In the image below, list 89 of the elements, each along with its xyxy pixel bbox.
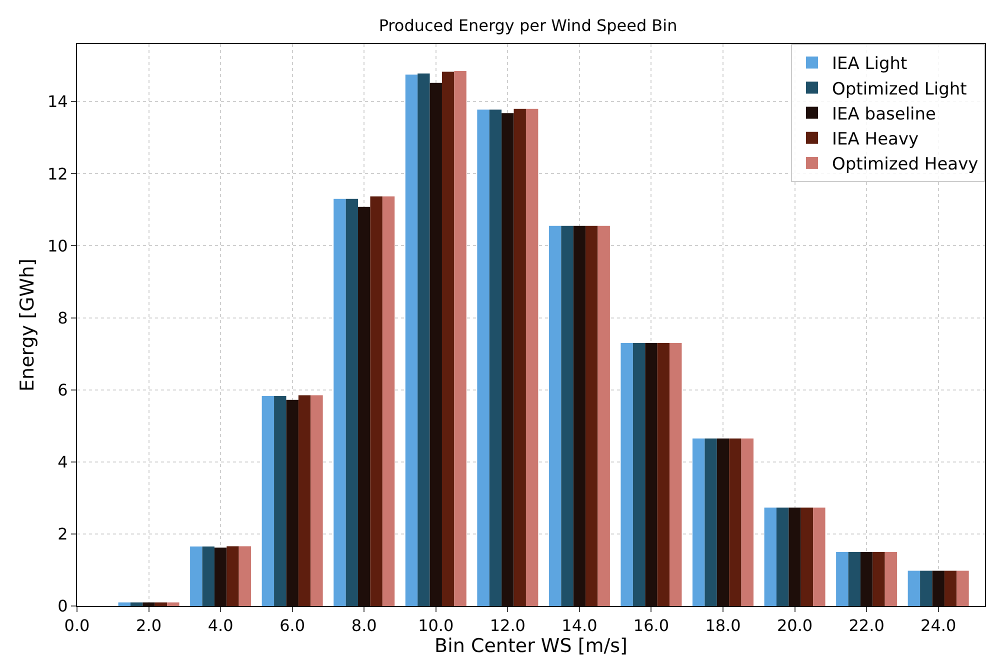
x-tick-label: 8.0 bbox=[351, 616, 377, 636]
bar bbox=[944, 570, 957, 606]
legend-label: IEA baseline bbox=[832, 104, 936, 124]
y-tick-label: 12 bbox=[47, 164, 68, 184]
bar bbox=[932, 570, 944, 606]
bar bbox=[334, 198, 346, 606]
x-tick-label: 16.0 bbox=[633, 616, 670, 636]
bar bbox=[764, 508, 776, 606]
y-tick-label: 10 bbox=[47, 236, 68, 256]
bar bbox=[741, 438, 754, 606]
bar bbox=[214, 548, 227, 606]
bar bbox=[430, 82, 442, 606]
bar bbox=[370, 196, 382, 606]
bar bbox=[286, 400, 298, 606]
bar bbox=[657, 343, 670, 606]
bar bbox=[262, 396, 274, 606]
x-tick-label: 18.0 bbox=[705, 616, 741, 636]
bar bbox=[548, 226, 562, 606]
bar bbox=[167, 602, 180, 606]
bar bbox=[598, 226, 610, 606]
bar bbox=[692, 438, 705, 606]
x-tick-label: 12.0 bbox=[490, 616, 526, 636]
bar bbox=[620, 343, 633, 606]
bar bbox=[776, 508, 789, 606]
bar bbox=[848, 552, 860, 606]
bar bbox=[514, 108, 526, 606]
y-tick-label: 6 bbox=[58, 380, 68, 400]
bar bbox=[358, 206, 370, 606]
bar bbox=[382, 196, 395, 606]
bar bbox=[645, 343, 658, 606]
bar bbox=[418, 74, 430, 606]
bar bbox=[202, 546, 214, 606]
bar bbox=[586, 226, 598, 606]
bar bbox=[800, 508, 814, 606]
bar bbox=[346, 198, 358, 606]
bar bbox=[190, 546, 202, 606]
x-tick-label: 0.0 bbox=[64, 616, 90, 636]
x-tick-label: 6.0 bbox=[280, 616, 306, 636]
bar bbox=[872, 552, 885, 606]
bar bbox=[836, 552, 848, 606]
bar bbox=[502, 113, 514, 606]
bar bbox=[442, 72, 454, 606]
x-axis-title: Bin Center WS [m/s] bbox=[434, 635, 628, 658]
bar bbox=[573, 226, 586, 606]
bar bbox=[154, 602, 168, 606]
bar bbox=[226, 546, 239, 606]
y-tick-label: 8 bbox=[58, 308, 68, 328]
bar bbox=[632, 343, 646, 606]
bar bbox=[956, 570, 969, 606]
bar bbox=[716, 438, 730, 606]
y-axis-title: Energy [GWh] bbox=[16, 258, 38, 392]
bar bbox=[477, 110, 490, 606]
chart-title: Produced Energy per Wind Speed Bin bbox=[378, 16, 678, 36]
bar bbox=[454, 71, 466, 606]
bar bbox=[729, 438, 742, 606]
bar bbox=[788, 508, 801, 606]
bar bbox=[310, 395, 323, 606]
bar bbox=[813, 508, 826, 606]
bar bbox=[118, 602, 130, 606]
bar bbox=[142, 602, 155, 606]
bar bbox=[526, 108, 538, 606]
bar bbox=[130, 602, 143, 606]
x-tick-label: 24.0 bbox=[920, 616, 956, 636]
bar bbox=[489, 110, 502, 606]
legend-label: IEA Heavy bbox=[832, 129, 919, 150]
bar bbox=[908, 570, 920, 606]
x-tick-label: 22.0 bbox=[848, 616, 884, 636]
bar bbox=[860, 552, 873, 606]
y-tick-label: 2 bbox=[58, 524, 68, 544]
bar bbox=[670, 343, 682, 606]
y-tick-label: 0 bbox=[58, 596, 68, 616]
legend-label: IEA Light bbox=[832, 54, 908, 74]
y-tick-label: 14 bbox=[47, 92, 68, 112]
x-tick-label: 10.0 bbox=[418, 616, 454, 636]
bar bbox=[884, 552, 898, 606]
bar bbox=[238, 546, 252, 606]
x-tick-label: 14.0 bbox=[562, 616, 598, 636]
bar bbox=[920, 570, 932, 606]
bar bbox=[298, 395, 311, 606]
legend-label: Optimized Light bbox=[832, 79, 968, 100]
bar bbox=[274, 396, 286, 606]
x-tick-label: 20.0 bbox=[776, 616, 813, 636]
bar bbox=[704, 438, 717, 606]
legend-label: Optimized Heavy bbox=[832, 154, 978, 175]
bar bbox=[561, 226, 574, 606]
x-tick-label: 2.0 bbox=[136, 616, 162, 636]
bar bbox=[405, 74, 418, 606]
y-tick-label: 4 bbox=[58, 452, 68, 472]
x-tick-label: 4.0 bbox=[208, 616, 234, 636]
